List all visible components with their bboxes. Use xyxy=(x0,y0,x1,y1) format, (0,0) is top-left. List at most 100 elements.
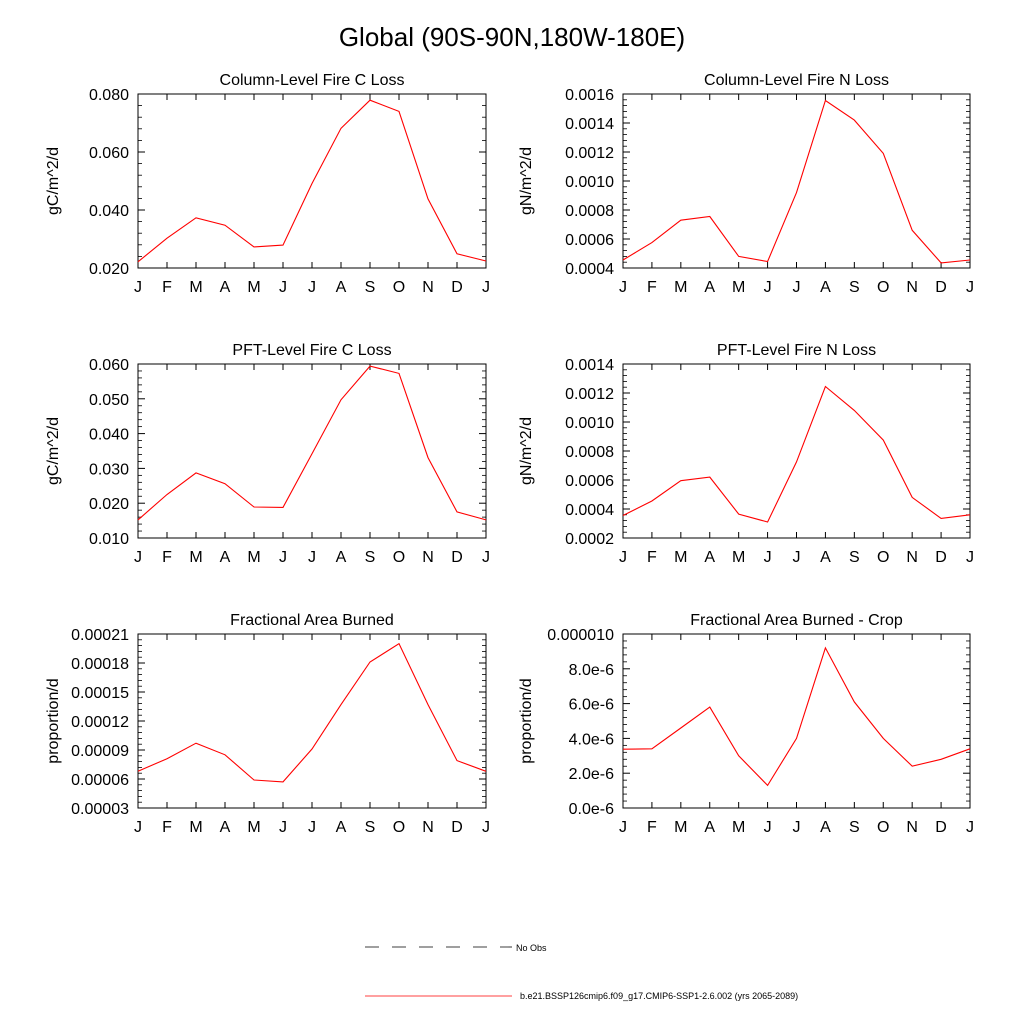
y-axis-label: proportion/d xyxy=(518,678,535,763)
x-tick-label: M xyxy=(732,549,745,566)
x-tick-label: N xyxy=(906,549,918,566)
x-tick-label: D xyxy=(935,549,947,566)
x-tick-label: F xyxy=(647,549,657,566)
x-tick-label: J xyxy=(764,549,772,566)
x-tick-label: A xyxy=(704,279,715,296)
y-tick-label: 0.0012 xyxy=(565,145,614,162)
x-tick-label: J xyxy=(279,549,287,566)
x-tick-label: M xyxy=(674,819,687,836)
x-tick-label: F xyxy=(162,279,172,296)
y-tick-label: 0.0014 xyxy=(565,357,614,374)
x-tick-label: O xyxy=(877,819,889,836)
x-tick-label: M xyxy=(732,279,745,296)
x-tick-label: J xyxy=(134,549,142,566)
x-tick-label: N xyxy=(906,819,918,836)
model-series-line xyxy=(622,646,971,787)
x-tick-label: J xyxy=(793,819,801,836)
x-tick-label: F xyxy=(647,279,657,296)
y-tick-label: 0.00018 xyxy=(71,656,129,673)
legend: No Obs b.e21.BSSP126cmip6.f09_g17.CMIP6-S… xyxy=(365,943,798,1001)
x-tick-label: F xyxy=(162,819,172,836)
plot-frame xyxy=(137,93,487,269)
x-tick-label: J xyxy=(793,279,801,296)
x-tick-label: J xyxy=(482,279,490,296)
x-tick-label: A xyxy=(820,279,831,296)
x-tick-label: S xyxy=(849,279,860,296)
y-tick-label: 8.0e-6 xyxy=(569,662,614,679)
x-tick-label: J xyxy=(134,279,142,296)
x-tick-label: M xyxy=(674,549,687,566)
panel-title: Column-Level Fire N Loss xyxy=(704,72,889,89)
y-tick-label: 0.060 xyxy=(89,357,129,374)
x-tick-label: A xyxy=(220,819,231,836)
x-tick-label: J xyxy=(966,819,974,836)
y-tick-label: 0.080 xyxy=(89,87,129,104)
panel-title: PFT-Level Fire C Loss xyxy=(232,342,391,359)
y-tick-label: 0.0006 xyxy=(565,473,614,490)
panel-title: PFT-Level Fire N Loss xyxy=(717,342,876,359)
plot-frame xyxy=(622,363,971,539)
x-tick-label: M xyxy=(189,549,202,566)
x-tick-label: J xyxy=(134,819,142,836)
x-tick-label: N xyxy=(422,279,434,296)
x-tick-label: A xyxy=(336,279,347,296)
x-tick-label: S xyxy=(365,549,376,566)
x-tick-label: A xyxy=(220,549,231,566)
y-axis-label: gC/m^2/d xyxy=(45,417,62,485)
plot-frame xyxy=(622,633,971,809)
x-tick-label: A xyxy=(336,549,347,566)
y-tick-label: 0.0004 xyxy=(565,261,614,278)
y-tick-label: 0.0014 xyxy=(565,116,614,133)
y-tick-label: 0.00015 xyxy=(71,685,129,702)
x-tick-label: A xyxy=(820,819,831,836)
x-tick-label: N xyxy=(422,549,434,566)
y-tick-label: 0.050 xyxy=(89,392,129,409)
plot-frame xyxy=(137,633,487,809)
y-tick-label: 0.00012 xyxy=(71,714,129,731)
x-tick-label: M xyxy=(189,279,202,296)
y-tick-label: 0.000010 xyxy=(547,627,614,644)
x-tick-label: J xyxy=(619,819,627,836)
x-tick-label: D xyxy=(451,819,463,836)
x-tick-label: M xyxy=(247,549,260,566)
x-tick-label: S xyxy=(365,819,376,836)
x-tick-label: O xyxy=(393,819,405,836)
y-tick-label: 4.0e-6 xyxy=(569,731,614,748)
x-tick-label: D xyxy=(451,549,463,566)
legend-model-label: b.e21.BSSP126cmip6.f09_g17.CMIP6-SSP1-2.… xyxy=(520,991,798,1001)
x-tick-label: A xyxy=(336,819,347,836)
x-tick-label: D xyxy=(935,819,947,836)
x-tick-label: S xyxy=(849,819,860,836)
model-series-line xyxy=(137,642,487,783)
y-tick-label: 0.0006 xyxy=(565,232,614,249)
x-tick-label: J xyxy=(482,549,490,566)
model-series-line xyxy=(137,99,487,263)
y-axis-label: gN/m^2/d xyxy=(518,417,535,485)
x-tick-label: J xyxy=(619,549,627,566)
y-tick-label: 0.00006 xyxy=(71,772,129,789)
x-tick-label: D xyxy=(935,279,947,296)
x-tick-label: D xyxy=(451,279,463,296)
x-tick-label: M xyxy=(674,279,687,296)
y-tick-label: 0.00009 xyxy=(71,743,129,760)
panel-title: Column-Level Fire C Loss xyxy=(220,72,405,89)
x-tick-label: A xyxy=(704,819,715,836)
y-tick-label: 0.0004 xyxy=(565,502,614,519)
x-tick-label: O xyxy=(393,549,405,566)
y-tick-label: 2.0e-6 xyxy=(569,766,614,783)
x-tick-label: O xyxy=(393,279,405,296)
panel-title: Fractional Area Burned xyxy=(230,612,394,629)
x-tick-label: J xyxy=(619,279,627,296)
x-tick-label: A xyxy=(220,279,231,296)
y-tick-label: 0.0010 xyxy=(565,415,614,432)
y-tick-label: 0.010 xyxy=(89,531,129,548)
x-tick-label: N xyxy=(906,279,918,296)
x-tick-label: J xyxy=(308,549,316,566)
x-tick-label: M xyxy=(732,819,745,836)
x-tick-label: A xyxy=(820,549,831,566)
plot-frame xyxy=(137,363,487,539)
